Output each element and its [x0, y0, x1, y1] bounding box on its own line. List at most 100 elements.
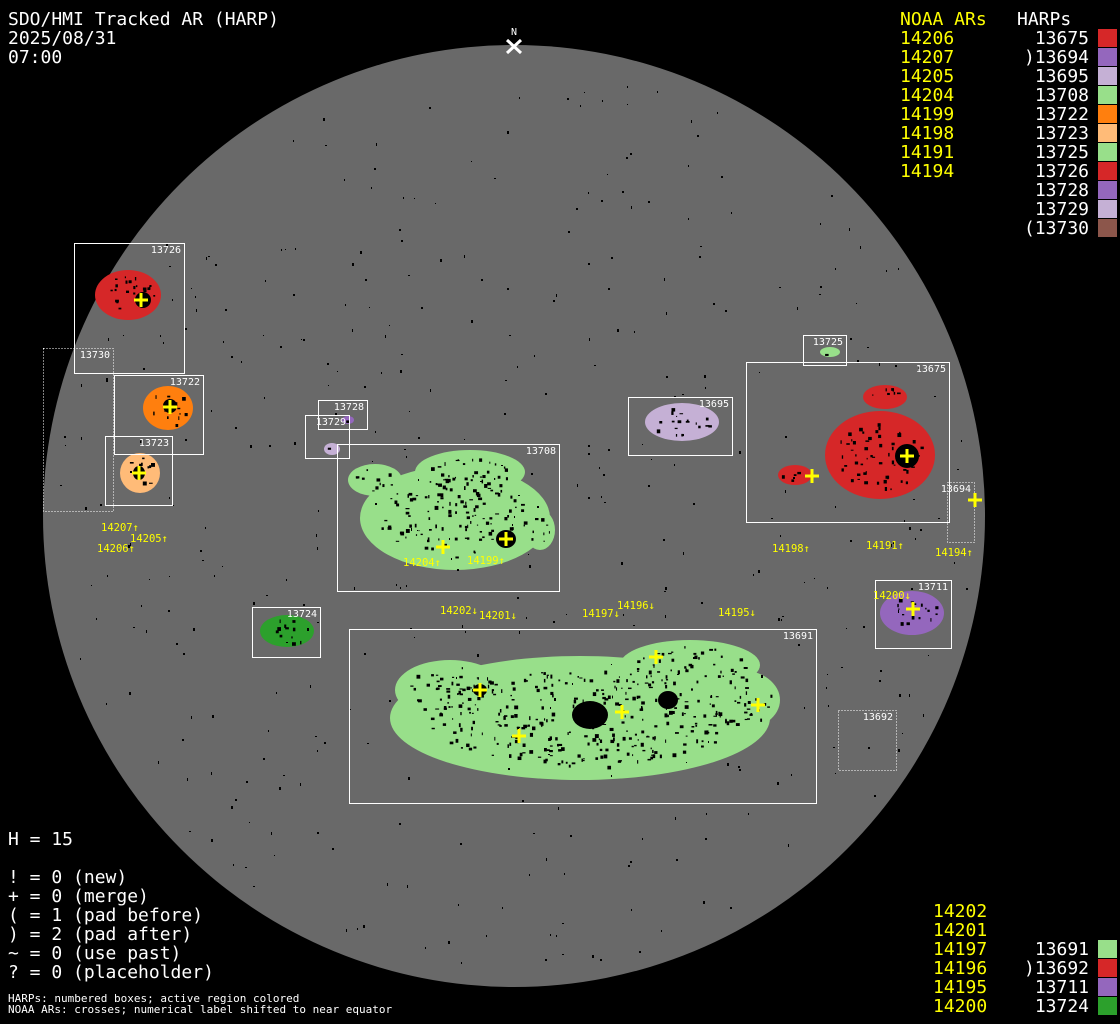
sunspot [912, 440, 916, 444]
sunspot [729, 719, 733, 723]
sunspot [437, 466, 442, 468]
sunspot [665, 679, 669, 681]
sunspot [717, 112, 718, 114]
sunspot [445, 487, 448, 491]
sunspot [458, 704, 463, 708]
sunspot [854, 461, 859, 465]
legend-noaa-number: 14201 [933, 920, 988, 941]
sunspot [848, 432, 852, 437]
sunspot [714, 648, 717, 651]
sunspot [519, 752, 523, 757]
sunspot [648, 683, 652, 687]
sunspot [529, 750, 534, 754]
sunspot [556, 935, 557, 937]
sunspot [524, 725, 528, 728]
sunspot [396, 584, 397, 586]
sunspot [474, 704, 477, 706]
harp-box-13726[interactable] [74, 243, 185, 374]
sunspot [665, 587, 667, 590]
sunspot [601, 689, 604, 691]
sunspot [118, 307, 122, 310]
harp-box-13692[interactable] [838, 710, 897, 771]
harp-box-13694[interactable] [947, 482, 975, 543]
sunspot [496, 742, 499, 745]
sunspot [841, 667, 843, 668]
sunspot [130, 471, 132, 473]
sunspot [820, 223, 821, 225]
sunspot [129, 692, 131, 695]
sunspot [458, 723, 461, 728]
sunspot [674, 427, 678, 430]
noaa-labels: 14207↑14205↑14206↑14204↑ 14199↑14202↓ 1420… [97, 522, 973, 622]
sunspot [614, 685, 616, 689]
sunspot [491, 754, 494, 756]
stats-line: ? = 0 (placeholder) [8, 962, 214, 983]
sunspot [713, 715, 717, 717]
harp-box-label: 13722 [170, 377, 200, 388]
sunspot [167, 416, 169, 419]
sunspot [746, 708, 751, 710]
sunspot [872, 394, 874, 396]
active-region-13691 [700, 670, 780, 730]
sunspot [300, 640, 302, 645]
sunspot [158, 761, 159, 764]
sunspot [877, 423, 881, 427]
harp-box-13708[interactable] [337, 444, 560, 592]
sunspot [594, 365, 596, 366]
sunspot [504, 517, 508, 521]
sunspot [482, 475, 486, 479]
legend-noaa-number: 14207 [900, 47, 955, 68]
sunspot [517, 756, 522, 761]
sunspot [472, 720, 476, 725]
sunspot [745, 678, 749, 683]
sunspot [231, 806, 233, 809]
sunspot [642, 718, 644, 721]
sunspot [455, 556, 459, 559]
sunspot [644, 682, 649, 684]
harp-box-13711[interactable] [875, 580, 952, 649]
sunspot [628, 865, 630, 867]
sunspot [286, 642, 288, 643]
sunspot [688, 218, 689, 220]
noaa-cross-icon [134, 293, 148, 307]
sunspot [176, 643, 178, 645]
sunspot [603, 701, 606, 705]
harp-box-13695[interactable] [628, 397, 733, 456]
sunspot [435, 483, 438, 485]
sunspot [455, 511, 457, 514]
legend-harp-number: 13722 [1034, 104, 1089, 125]
harp-box-13723[interactable] [105, 436, 173, 506]
harp-box-13722[interactable] [114, 375, 204, 455]
sunspot [184, 413, 188, 417]
sunspot [504, 413, 506, 415]
sunspot [900, 480, 903, 483]
sunspot [623, 614, 624, 616]
sunspot [81, 437, 82, 440]
harp-box-13729[interactable] [305, 415, 350, 459]
harp-box-13724[interactable] [252, 607, 321, 658]
sunspot [705, 425, 710, 427]
harp-box-13691[interactable] [349, 629, 817, 804]
sunspot [442, 723, 447, 726]
sunspot [621, 562, 623, 565]
sunspot [263, 335, 264, 336]
harp-box-13675[interactable] [746, 362, 950, 523]
noaa-cross-icon [473, 683, 487, 697]
sunspot [106, 378, 108, 381]
sunspot [292, 620, 296, 623]
sunspot [541, 706, 544, 710]
sunspot [400, 531, 405, 536]
legend-color-swatch [1098, 200, 1117, 218]
sunspot [211, 410, 212, 412]
sunspot [369, 307, 370, 308]
sunspot [471, 712, 474, 714]
sunspot [269, 445, 271, 447]
sunspot [819, 294, 821, 295]
sunspot [193, 628, 195, 631]
sunspot [705, 417, 709, 421]
sunspot [382, 484, 385, 488]
harp-box-13725[interactable] [803, 335, 847, 366]
sunspot [440, 259, 442, 262]
harp-box-13730[interactable] [43, 348, 114, 512]
sunspot [418, 699, 422, 703]
